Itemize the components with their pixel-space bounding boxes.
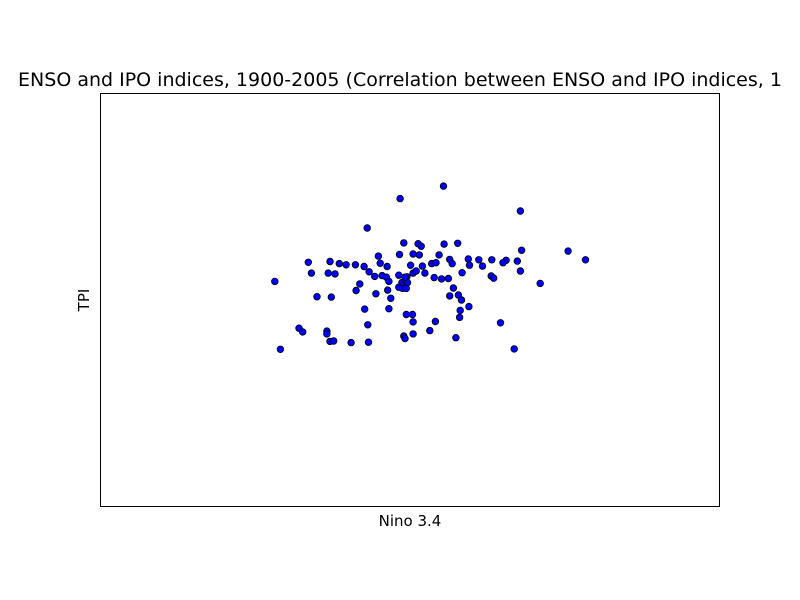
data-point	[444, 274, 453, 283]
data-point	[449, 284, 458, 292]
data-point	[458, 269, 466, 277]
data-point	[415, 251, 423, 259]
data-point	[385, 305, 393, 313]
data-point	[499, 259, 507, 267]
data-point	[475, 256, 483, 264]
data-point	[327, 293, 335, 301]
data-point	[490, 274, 498, 282]
data-point	[418, 262, 427, 270]
data-point	[361, 305, 369, 313]
data-point	[417, 242, 425, 250]
data-point	[517, 246, 526, 254]
plot-area	[100, 93, 720, 507]
data-point	[412, 267, 420, 275]
data-point	[364, 338, 373, 346]
data-point	[536, 279, 544, 288]
data-point	[323, 330, 331, 338]
data-point	[276, 345, 285, 353]
y-axis-label: TPI	[75, 289, 93, 313]
data-point	[409, 318, 417, 326]
data-point	[431, 317, 440, 326]
data-point	[363, 224, 371, 232]
data-point	[374, 252, 383, 260]
chart-title: ENSO and IPO indices, 1900-2005 (Correla…	[18, 69, 782, 91]
data-point	[464, 255, 472, 263]
data-point	[383, 262, 391, 271]
data-point	[437, 275, 446, 283]
data-point	[396, 194, 404, 203]
data-point	[331, 270, 339, 278]
data-point	[356, 280, 364, 288]
data-point	[271, 277, 279, 286]
data-point	[510, 345, 518, 353]
data-point	[307, 269, 316, 277]
data-point	[304, 258, 312, 266]
data-point	[581, 256, 590, 264]
data-point	[409, 250, 417, 258]
data-point	[440, 240, 448, 248]
data-point	[376, 259, 384, 267]
data-point	[457, 296, 466, 304]
data-point	[435, 251, 443, 259]
data-point	[465, 261, 474, 269]
data-point	[448, 259, 456, 268]
data-point	[430, 273, 438, 282]
data-point	[365, 268, 373, 276]
data-point	[409, 330, 417, 338]
data-point	[446, 292, 454, 300]
data-point	[454, 239, 462, 247]
data-point	[326, 257, 334, 266]
data-point	[516, 267, 525, 275]
data-point	[299, 328, 307, 336]
data-point	[456, 306, 464, 315]
data-point	[395, 250, 404, 259]
data-point	[335, 259, 343, 268]
x-axis-label: Nino 3.4	[379, 512, 442, 530]
data-point	[330, 337, 338, 345]
data-point	[351, 261, 360, 269]
data-point	[432, 259, 440, 267]
data-point	[408, 310, 417, 319]
data-point	[488, 256, 496, 264]
data-point	[513, 257, 521, 265]
data-point	[455, 313, 464, 322]
data-point	[342, 261, 350, 269]
data-point	[465, 302, 473, 311]
data-point	[387, 294, 395, 302]
data-point	[516, 207, 525, 215]
data-point	[426, 326, 434, 335]
data-point	[360, 262, 368, 271]
data-point	[401, 334, 409, 343]
data-point	[439, 182, 448, 190]
data-point	[452, 334, 460, 342]
data-point	[564, 247, 572, 255]
data-point	[400, 239, 408, 247]
data-point	[496, 319, 505, 327]
data-point	[313, 293, 321, 301]
data-point	[395, 271, 403, 279]
data-point	[371, 272, 379, 281]
data-point	[402, 284, 410, 293]
data-points	[271, 182, 590, 353]
data-point	[406, 261, 415, 269]
data-point	[372, 290, 380, 298]
data-point	[478, 262, 487, 270]
data-point	[384, 286, 392, 294]
data-point	[401, 273, 409, 281]
data-point	[324, 269, 332, 277]
data-point	[402, 310, 410, 319]
data-point	[421, 269, 429, 277]
data-point	[352, 286, 360, 295]
data-point	[364, 321, 372, 329]
data-point	[347, 338, 355, 347]
data-point	[385, 277, 393, 286]
